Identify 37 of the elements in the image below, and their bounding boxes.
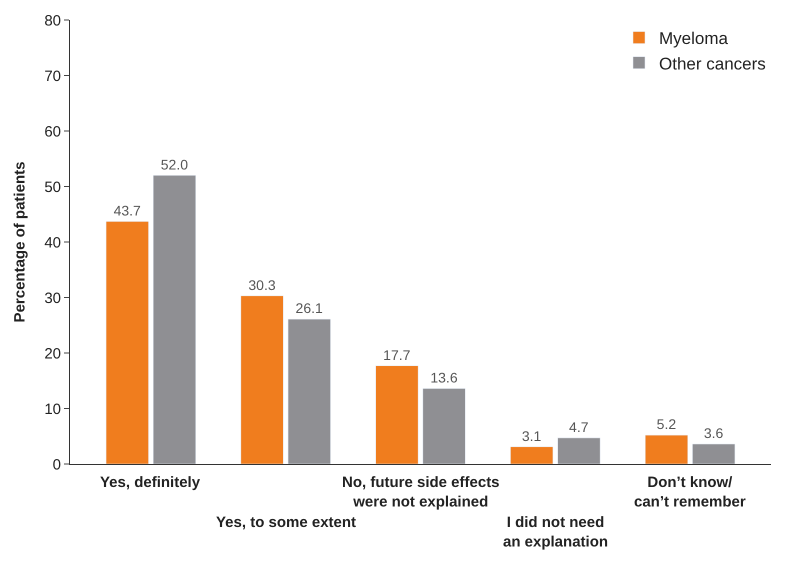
y-axis-title: Percentage of patients [12, 162, 29, 322]
bar [288, 318, 331, 464]
data-label: 43.7 [114, 202, 142, 218]
y-tick-label: 80 [44, 12, 61, 30]
data-label: 17.7 [383, 346, 411, 363]
bar [645, 434, 688, 464]
y-tick-label: 20 [44, 345, 61, 362]
x-tick-label: I did not need an explanation [503, 514, 608, 550]
y-tick-label: 40 [44, 234, 61, 252]
bar [692, 444, 736, 464]
bar [106, 221, 149, 464]
x-tick-label: Yes, to some extent [216, 514, 356, 531]
y-tick-label: 10 [44, 400, 61, 418]
bar [510, 446, 554, 464]
y-tick-label: 0 [52, 456, 61, 474]
data-label: 52.0 [160, 156, 188, 172]
data-label: 26.1 [296, 300, 324, 316]
data-label: 30.3 [248, 276, 276, 293]
x-tick-label: Don’t know/ can’t remember [634, 474, 746, 510]
x-tick-label: Yes, definitely [100, 474, 201, 491]
bar [240, 296, 284, 464]
data-label: 5.2 [656, 416, 676, 432]
bar [152, 175, 196, 464]
y-tick-label: 50 [44, 178, 61, 196]
bar [422, 388, 466, 464]
y-tick-label: 30 [44, 290, 61, 307]
legend-label: Myeloma [659, 29, 729, 48]
bar [557, 438, 600, 464]
bar [375, 366, 418, 464]
data-label: 13.6 [430, 370, 458, 386]
data-label: 3.1 [522, 428, 542, 444]
data-label: 4.7 [569, 418, 589, 435]
y-tick-label: 70 [44, 68, 61, 85]
y-tick-label: 60 [44, 123, 61, 140]
legend-label: Other cancers [659, 54, 766, 74]
data-label: 3.6 [704, 425, 724, 442]
x-tick-label: No, future side effects were not explained [342, 474, 500, 510]
